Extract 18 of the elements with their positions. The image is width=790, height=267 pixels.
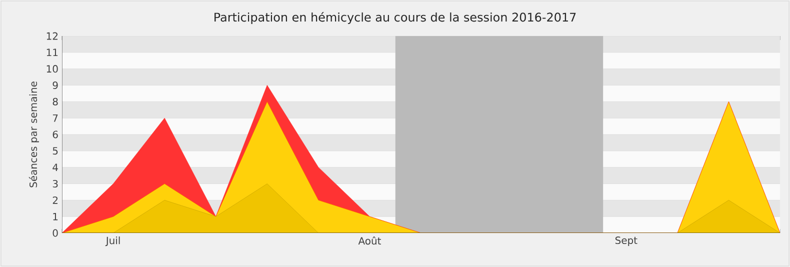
y-tick-label: 9 xyxy=(52,81,58,90)
chart-title: Participation en hémicycle au cours de la session 2016-2017 xyxy=(214,12,576,24)
y-tick-label: 5 xyxy=(52,147,58,155)
y-tick-label: 4 xyxy=(52,164,58,171)
x-tick-label: Sept xyxy=(615,236,638,246)
y-axis-title: Séances par semaine xyxy=(28,82,39,188)
y-tick-label: 0 xyxy=(52,229,58,237)
y-tick-label: 3 xyxy=(52,180,58,188)
x-tick-label: Juil xyxy=(105,236,120,246)
y-tick-label: 12 xyxy=(46,32,58,40)
y-tick-label: 1 xyxy=(53,212,58,220)
y-tick-label: 11 xyxy=(46,48,58,56)
y-tick-label: 7 xyxy=(52,114,58,122)
y-tick-label: 10 xyxy=(46,65,58,73)
y-tick-label: 2 xyxy=(52,196,58,204)
y-tick-label: 6 xyxy=(52,130,58,138)
y-tick-label: 8 xyxy=(52,98,58,106)
x-tick-label: Août xyxy=(358,236,381,245)
